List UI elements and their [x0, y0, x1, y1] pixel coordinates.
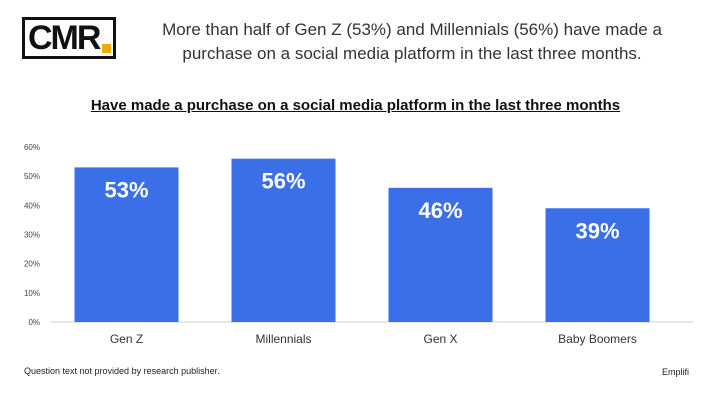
bars: 53% 56% 46% 39% [74, 158, 650, 322]
y-tick-label: 30% [24, 231, 40, 240]
logo-accent-dot [102, 44, 111, 53]
logo-text: CMR [28, 19, 101, 57]
x-tick-label: Millennials [255, 332, 311, 346]
y-tick-label: 40% [24, 201, 40, 210]
y-tick-label: 0% [28, 318, 40, 327]
data-label: 39% [575, 218, 619, 243]
bar [74, 167, 179, 322]
source-label: Emplifi [661, 367, 689, 377]
y-tick-label: 10% [24, 289, 40, 298]
bar [231, 158, 336, 322]
x-tick-label: Gen X [423, 332, 457, 346]
x-tick-label: Gen Z [110, 332, 143, 346]
cmr-logo: CMR [22, 17, 116, 59]
bar [545, 208, 650, 322]
y-tick-label: 20% [24, 260, 40, 269]
y-tick-label: 50% [24, 172, 40, 181]
data-label: 46% [418, 198, 462, 223]
bar [388, 187, 493, 322]
data-label: 53% [104, 177, 148, 202]
y-axis: 0% 10% 20% 30% 40% 50% 60% [24, 143, 40, 327]
y-tick-label: 60% [24, 143, 40, 152]
x-axis: Gen Z Millennials Gen X Baby Boomers [110, 332, 637, 346]
headline: More than half of Gen Z (53%) and Millen… [162, 20, 662, 63]
x-tick-label: Baby Boomers [558, 332, 637, 346]
data-label: 56% [261, 169, 305, 194]
footnote: Question text not provided by research p… [24, 366, 220, 376]
chart-title: Have made a purchase on a social media p… [90, 97, 621, 114]
